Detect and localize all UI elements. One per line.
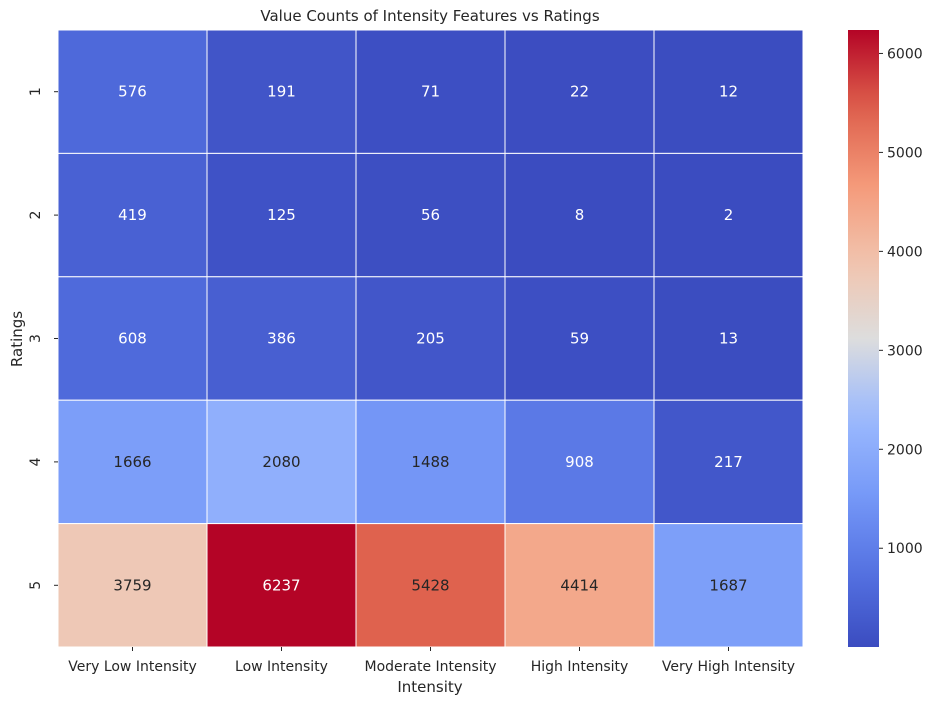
colorbar-tick-label: 2000	[887, 442, 923, 458]
heatmap-cell	[206, 523, 357, 648]
heatmap-cell	[355, 152, 506, 278]
heatmap-cell	[504, 29, 655, 154]
chart-title: Value Counts of Intensity Features vs Ra…	[260, 7, 599, 25]
heatmap-cells	[57, 29, 804, 648]
heatmap-cell	[355, 523, 506, 648]
y-tick-label: 1	[28, 87, 44, 96]
cell-value-label: 205	[416, 330, 445, 348]
y-tick-label: 2	[28, 211, 44, 220]
cell-annotations: 576 191 71 22 12 419 125 56 8 2 608 386 205 59 13 1666 2…	[113, 83, 747, 595]
cell-value-label: 191	[267, 83, 296, 101]
colorbar-tick-label: 1000	[887, 541, 923, 557]
cell-value-label: 386	[267, 330, 296, 348]
cell-value-label: 2	[724, 206, 734, 224]
x-tick-label: Moderate Intensity	[365, 659, 497, 675]
heatmap-cell	[206, 276, 357, 401]
x-axis-ticks: Very Low Intensity Low Intensity Moderate …	[68, 647, 795, 675]
colorbar-tick-label: 5000	[887, 145, 923, 161]
y-tick-label: 5	[28, 581, 44, 590]
cell-value-label: 2080	[262, 453, 300, 471]
cell-value-label: 22	[570, 83, 589, 101]
heatmap-cell	[504, 399, 655, 525]
cell-value-label: 4414	[560, 576, 598, 594]
heatmap-cell	[653, 523, 804, 648]
cell-value-label: 56	[421, 206, 440, 224]
cell-value-label: 59	[570, 330, 589, 348]
heatmap-cell	[206, 29, 357, 154]
cell-value-label: 576	[118, 83, 147, 101]
cell-value-label: 5428	[411, 576, 449, 594]
heatmap-cell	[653, 152, 804, 278]
heatmap-cell	[355, 276, 506, 401]
heatmap-cell	[57, 152, 208, 278]
heatmap-cell	[653, 276, 804, 401]
heatmap-cell	[355, 399, 506, 525]
colorbar	[848, 30, 879, 647]
cell-value-label: 8	[575, 206, 585, 224]
heatmap-cell	[653, 29, 804, 154]
cell-value-label: 125	[267, 206, 296, 224]
cell-value-label: 908	[565, 453, 594, 471]
heatmap-cell	[206, 399, 357, 525]
colorbar-tick-label: 3000	[887, 343, 923, 359]
x-tick-label: Very High Intensity	[662, 659, 795, 675]
cell-value-label: 12	[719, 83, 738, 101]
cell-value-label: 6237	[262, 576, 300, 594]
cell-value-label: 1666	[113, 453, 151, 471]
cell-value-label: 71	[421, 83, 440, 101]
y-tick-label: 4	[28, 457, 44, 466]
heatmap-cell	[57, 29, 208, 154]
colorbar-tick-label: 6000	[887, 46, 923, 62]
heatmap-cell	[504, 276, 655, 401]
colorbar-ticks: 1000 2000 3000 4000 5000 6000	[879, 46, 923, 557]
y-axis-ticks: 1 2 3 4 5	[28, 87, 58, 590]
colorbar-tick-label: 4000	[887, 244, 923, 260]
x-tick-label: Low Intensity	[235, 659, 328, 675]
cell-value-label: 1488	[411, 453, 449, 471]
cell-value-label: 13	[719, 330, 738, 348]
cell-value-label: 3759	[113, 576, 151, 594]
x-tick-label: Very Low Intensity	[68, 659, 197, 675]
y-axis-label: Ratings	[8, 311, 26, 367]
heatmap-cell	[57, 523, 208, 648]
cell-value-label: 1687	[709, 576, 747, 594]
heatmap-cell	[653, 399, 804, 525]
x-tick-label: High Intensity	[531, 659, 629, 675]
heatmap-cell	[355, 29, 506, 154]
cell-value-label: 217	[714, 453, 743, 471]
y-tick-label: 3	[28, 334, 44, 343]
x-axis-label: Intensity	[397, 678, 462, 696]
cell-value-label: 608	[118, 330, 147, 348]
cell-value-label: 419	[118, 206, 147, 224]
